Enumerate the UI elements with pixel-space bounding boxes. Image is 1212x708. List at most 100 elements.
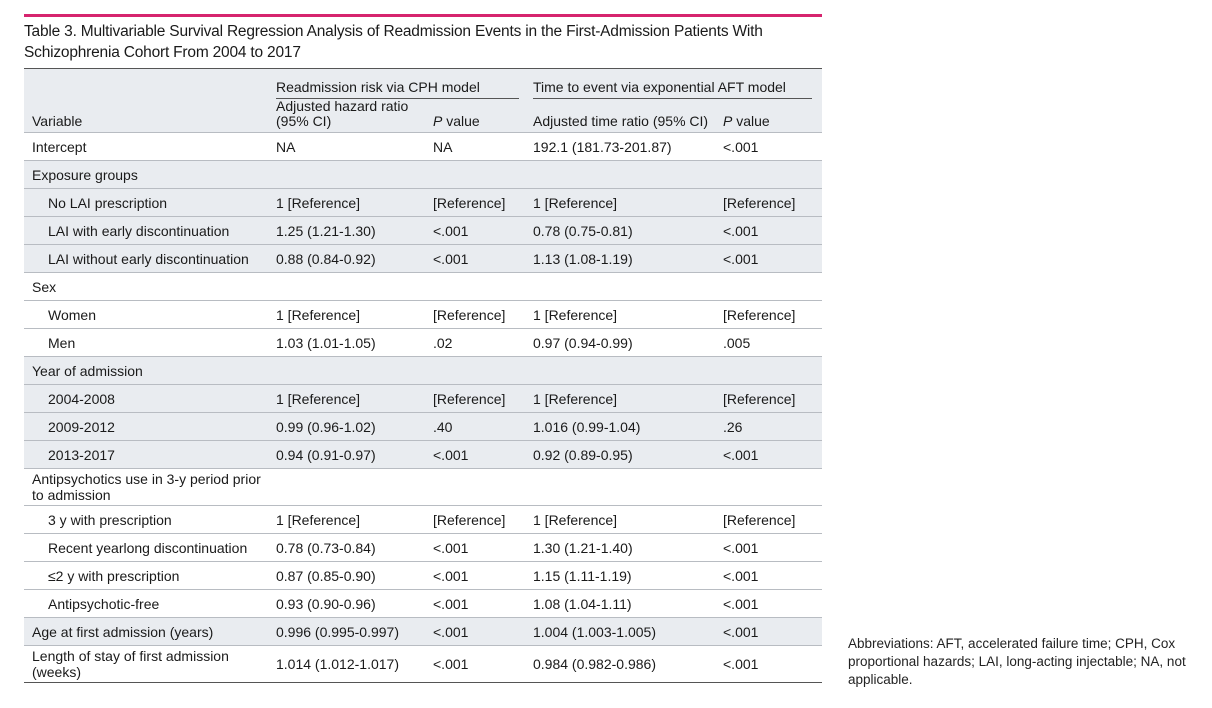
- cell-p1: [433, 160, 533, 189]
- cell-p2: [723, 160, 823, 189]
- cell-hr: 1 [Reference]: [276, 384, 433, 413]
- cell-tr: [533, 160, 723, 189]
- row-label: Men: [48, 334, 76, 351]
- cell-p1: <.001: [433, 656, 469, 672]
- cell-hr: [276, 273, 433, 301]
- cell-hr: 1.014 (1.012-1.017): [276, 656, 399, 672]
- cell-p2: [Reference]: [723, 384, 823, 413]
- cell-tr: 1 [Reference]: [533, 384, 723, 413]
- cell-p2: <.001: [723, 138, 759, 155]
- cell-tr: [533, 469, 723, 506]
- cell-hr: 0.93 (0.90-0.96): [276, 595, 376, 612]
- table-row: 2009-2012 0.99 (0.96-1.02) .40 1.016 (0.99-…: [24, 412, 823, 441]
- cell-hr: 1 [Reference]: [276, 306, 361, 323]
- cell-hr: 0.88 (0.84-0.92): [276, 244, 433, 273]
- table-row: Women 1 [Reference] [Reference] 1 [Referenc…: [24, 300, 823, 329]
- row-label: No LAI prescription: [24, 188, 276, 217]
- table-row: 2004-2008 1 [Reference] [Reference] 1 [Refe…: [24, 384, 823, 413]
- row-label: Year of admission: [24, 356, 276, 385]
- cell-p2: [Reference]: [723, 511, 796, 528]
- cell-p1: [Reference]: [433, 511, 506, 528]
- cell-hr: 0.996 (0.995-0.997): [276, 617, 433, 646]
- row-label: Antipsychotics use in 3-y period prior t…: [32, 471, 261, 503]
- cell-p2: .005: [723, 334, 751, 351]
- table-row: LAI without early discontinuation 0.88 (0…: [24, 244, 823, 273]
- variable-header: Variable: [24, 99, 276, 133]
- table-title: Table 3. Multivariable Survival Regressi…: [24, 23, 763, 61]
- table-row: Age at first admission (years) 0.996 (0.9…: [24, 617, 823, 646]
- cell-p1: <.001: [433, 244, 533, 273]
- cell-p1: <.001: [433, 440, 533, 469]
- row-label: ≤2 y with prescription: [48, 567, 180, 584]
- table-row: Antipsychotics use in 3-y period prior t…: [24, 468, 823, 506]
- cell-tr: 1.15 (1.11-1.19): [533, 567, 632, 584]
- cell-tr: 0.78 (0.75-0.81): [533, 216, 723, 245]
- cell-p2: <.001: [723, 216, 823, 245]
- row-label: 2004-2008: [24, 384, 276, 413]
- title-divider: [24, 68, 822, 69]
- abbreviations-footnote: Abbreviations: AFT, accelerated failure …: [848, 636, 1186, 687]
- table-row: Year of admission: [24, 356, 823, 385]
- cell-p1: .40: [433, 412, 533, 441]
- cell-tr: 1.13 (1.08-1.19): [533, 244, 723, 273]
- row-label: Length of stay of first admission (weeks…: [32, 648, 229, 680]
- cell-p1: [Reference]: [433, 188, 533, 217]
- cell-p1: [Reference]: [433, 384, 533, 413]
- table-row: No LAI prescription 1 [Reference] [Referen…: [24, 188, 823, 217]
- cell-hr: 1 [Reference]: [276, 511, 361, 528]
- group-header-aft: Time to event via exponential AFT model: [533, 69, 823, 99]
- row-label: Age at first admission (years): [24, 617, 276, 646]
- row-label: Antipsychotic-free: [48, 595, 160, 612]
- table-container: Table 3. Multivariable Survival Regressi…: [24, 14, 823, 683]
- cell-hr: 0.87 (0.85-0.90): [276, 567, 376, 584]
- cell-tr: [533, 273, 723, 301]
- cell-tr: 0.984 (0.982-0.986): [533, 656, 656, 672]
- cell-p2: [723, 356, 823, 385]
- row-label: 2009-2012: [24, 412, 276, 441]
- cell-p2: [723, 469, 822, 506]
- hazard-ratio-header: Adjusted hazard ratio (95% CI): [276, 99, 433, 133]
- cell-tr: 1 [Reference]: [533, 511, 618, 528]
- table-body: Intercept NA NA 192.1 (181.73-201.87) <.001 E…: [24, 132, 823, 683]
- table-row: Antipsychotic-free 0.93 (0.90-0.96) <.001 1…: [24, 589, 823, 618]
- cell-tr: 1 [Reference]: [533, 188, 723, 217]
- cell-tr: 0.92 (0.89-0.95): [533, 440, 723, 469]
- cell-p2: <.001: [723, 595, 759, 612]
- cell-hr: NA: [276, 138, 296, 155]
- cell-p1: .02: [433, 334, 453, 351]
- cell-p1: <.001: [433, 617, 533, 646]
- p-value-header-aft: P value: [723, 99, 823, 133]
- cell-tr: 1 [Reference]: [533, 306, 618, 323]
- row-label: Intercept: [32, 138, 87, 155]
- row-label: Recent yearlong discontinuation: [48, 539, 248, 556]
- row-label: LAI with early discontinuation: [24, 216, 276, 245]
- cell-hr: 0.78 (0.73-0.84): [276, 539, 376, 556]
- table-row: Recent yearlong discontinuation 0.78 (0.7…: [24, 533, 823, 562]
- table-row: ≤2 y with prescription 0.87 (0.85-0.90) <.…: [24, 561, 823, 590]
- table-row: Men 1.03 (1.01-1.05) .02 0.97 (0.94-0.99) .0…: [24, 328, 823, 357]
- cell-hr: [276, 469, 433, 506]
- cell-p2: .26: [723, 412, 823, 441]
- cell-hr: [276, 356, 433, 385]
- cell-hr: 0.94 (0.91-0.97): [276, 440, 433, 469]
- cell-hr: 1.25 (1.21-1.30): [276, 216, 433, 245]
- cell-tr: 1.30 (1.21-1.40): [533, 539, 633, 556]
- table-row: 3 y with prescription 1 [Reference] [Refer…: [24, 505, 823, 534]
- cell-p2: <.001: [723, 617, 823, 646]
- regression-table: Readmission risk via CPH model Time to e…: [24, 69, 823, 683]
- cell-p2: <.001: [723, 440, 823, 469]
- cell-p1: [433, 273, 533, 301]
- cell-tr: 1.016 (0.99-1.04): [533, 412, 723, 441]
- row-label: 3 y with prescription: [48, 511, 172, 528]
- group-header-cph: Readmission risk via CPH model: [276, 69, 533, 99]
- cell-p1: <.001: [433, 216, 533, 245]
- table-row: LAI with early discontinuation 1.25 (1.21…: [24, 216, 823, 245]
- cell-hr: [276, 160, 433, 189]
- cell-tr: 192.1 (181.73-201.87): [533, 138, 672, 155]
- cell-tr: 1.08 (1.04-1.11): [533, 595, 632, 612]
- table-row: Sex: [24, 272, 823, 301]
- cell-p1: <.001: [433, 595, 469, 612]
- cell-hr: 0.99 (0.96-1.02): [276, 412, 433, 441]
- cell-p1: [433, 469, 533, 506]
- time-ratio-header: Adjusted time ratio (95% CI): [533, 99, 723, 133]
